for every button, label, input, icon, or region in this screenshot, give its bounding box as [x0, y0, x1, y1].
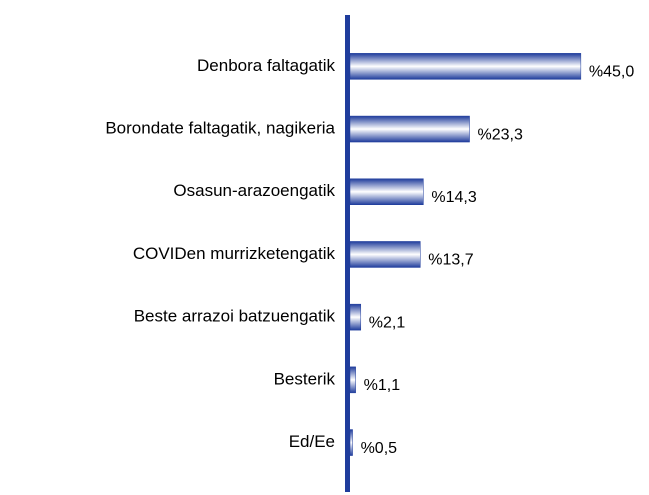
category-label: Besterik — [274, 369, 336, 388]
value-label: %14,3 — [431, 189, 476, 206]
bar — [349, 303, 362, 331]
category-label: Denbora faltagatik — [197, 56, 335, 75]
category-label: Ed/Ee — [289, 432, 335, 451]
value-label: %45,0 — [589, 64, 634, 81]
category-label: Osasun-arazoengatik — [173, 181, 335, 200]
bar — [349, 178, 424, 205]
category-label: COVIDen murrizketengatik — [133, 244, 336, 263]
category-label: Borondate faltagatik, nagikeria — [105, 119, 335, 138]
value-label: %0,5 — [361, 440, 398, 457]
bar — [349, 429, 353, 456]
bar — [349, 115, 470, 143]
value-label: %2,1 — [369, 314, 406, 331]
value-label: %1,1 — [364, 377, 401, 394]
category-label: Beste arrazoi batzuengatik — [134, 307, 336, 326]
bar — [349, 241, 421, 268]
value-label: %13,7 — [428, 252, 473, 269]
value-label: %23,3 — [478, 126, 523, 143]
bar — [349, 366, 356, 394]
bar — [349, 53, 582, 80]
